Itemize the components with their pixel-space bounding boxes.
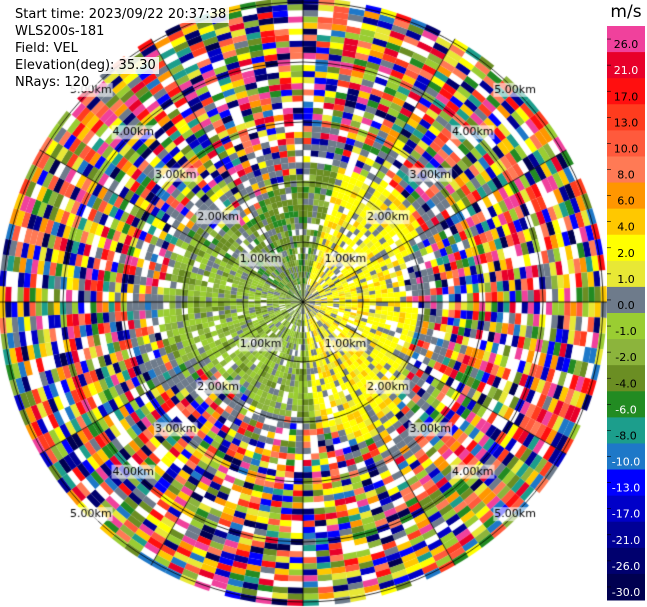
colorbar-tick-label: -4.0 — [615, 377, 636, 390]
colorbar-tick-label: -26.0 — [612, 560, 640, 573]
colorbar-unit-label: m/s — [610, 2, 641, 22]
colorbar-tick-label: 13.0 — [614, 116, 639, 129]
colorbar-swatch — [607, 495, 645, 523]
colorbar-swatch — [607, 156, 645, 184]
colorbar-swatch — [607, 260, 645, 288]
colorbar-tick-label: -1.0 — [615, 325, 636, 338]
colorbar-swatch — [607, 286, 645, 314]
colorbar-swatch — [607, 52, 645, 79]
colorbar-swatch — [607, 339, 645, 366]
colorbar-tick-label: -10.0 — [612, 456, 640, 469]
colorbar-swatch — [607, 391, 645, 418]
colorbar-tick-label: -21.0 — [612, 534, 640, 547]
colorbar-tick-label: 0.0 — [617, 299, 635, 312]
nrays-label: NRays: 120 — [12, 74, 93, 91]
colorbar-tick-label: 4.0 — [617, 221, 635, 234]
colorbar-swatch — [607, 182, 645, 210]
colorbar-tick-label: 1.0 — [617, 273, 635, 286]
colorbar-swatch — [607, 78, 645, 105]
colorbar-tick-label: -17.0 — [612, 508, 640, 521]
colorbar-swatch — [607, 417, 645, 444]
colorbar-tick-label: 2.0 — [617, 247, 635, 260]
colorbar-tick-label: -30.0 — [612, 586, 640, 599]
colorbar-swatch — [607, 365, 645, 392]
instrument-label: WLS200s-181 — [12, 23, 108, 40]
colorbar-tick-label: -6.0 — [615, 403, 636, 416]
colorbar-swatch — [607, 573, 645, 601]
colorbar-tick-label: 26.0 — [614, 38, 639, 51]
colorbar-swatch — [607, 130, 645, 157]
colorbar-swatch — [607, 521, 645, 549]
colorbar-tick-label: 10.0 — [614, 142, 639, 155]
elevation-label: Elevation(deg): 35.30 — [12, 57, 159, 74]
colorbar-tick-label: 21.0 — [614, 64, 639, 77]
colorbar-swatch — [607, 234, 645, 262]
colorbar-tick-label: 17.0 — [614, 90, 639, 103]
field-label: Field: VEL — [12, 40, 81, 57]
colorbar-swatch — [607, 547, 645, 575]
start-time-label: Start time: 2023/09/22 20:37:38 — [12, 6, 230, 23]
colorbar-swatch — [607, 469, 645, 497]
colorbar-swatch — [607, 313, 645, 340]
colorbar-tick-label: -13.0 — [612, 482, 640, 495]
colorbar-tick-label: -8.0 — [615, 429, 636, 442]
colorbar-swatch — [607, 26, 645, 53]
colorbar-swatch — [607, 443, 645, 471]
colorbar-tick-label: 8.0 — [617, 169, 635, 182]
colorbar-tick-label: 6.0 — [617, 195, 635, 208]
colorbar-swatch — [607, 104, 645, 131]
colorbar-tick-label: -2.0 — [615, 351, 636, 364]
colorbar-swatch — [607, 208, 645, 236]
